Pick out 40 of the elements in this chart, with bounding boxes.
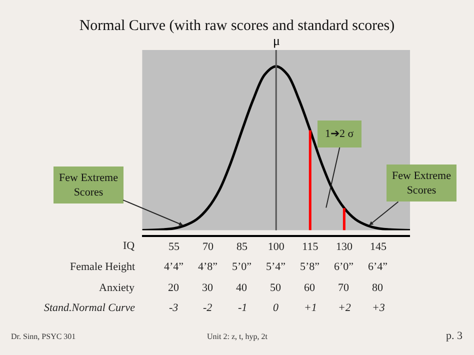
text: 80 <box>372 282 384 294</box>
text: 4’4” <box>164 261 184 273</box>
text: +1 <box>304 302 317 314</box>
text: -3 <box>169 302 179 314</box>
text: Anxiety <box>99 282 135 294</box>
ref-line-label: μ <box>273 33 280 48</box>
text: Dr. Sinn, PSYC 301 <box>11 332 76 341</box>
text: -1 <box>238 302 248 314</box>
text: 4’8” <box>198 261 218 273</box>
chart-title: Normal Curve (with raw scores and standard scores) <box>79 18 395 34</box>
x-tick-label: 85 <box>236 241 248 254</box>
text: 5’0” <box>232 261 252 273</box>
text: 70 <box>338 282 350 294</box>
text: +2 <box>338 302 352 314</box>
x-tick-label: 130 <box>336 241 353 254</box>
x-axis-title: IQ <box>123 240 135 252</box>
x-tick-label: 100 <box>268 241 285 254</box>
text: 20 <box>168 282 180 294</box>
text: 6’4” <box>368 261 388 273</box>
x-tick-label: 55 <box>168 241 180 254</box>
annotation: Few Extreme Scores <box>392 170 452 196</box>
annotation: 1➔2 σ <box>325 128 354 140</box>
text: p. 3 <box>446 330 463 342</box>
text: -2 <box>203 302 213 314</box>
text: 0 <box>273 302 279 314</box>
text: 50 <box>270 282 282 294</box>
text: Unit 2: z, t, hyp, 2t <box>207 332 268 341</box>
text: 5’4” <box>266 261 286 273</box>
text: Female Height <box>70 261 136 273</box>
text: 60 <box>304 282 316 294</box>
x-tick-label: 115 <box>302 241 319 254</box>
text: +3 <box>372 302 386 314</box>
text: 30 <box>202 282 214 294</box>
text: Stand.Normal Curve <box>44 302 136 314</box>
text: 40 <box>236 282 248 294</box>
text: 6’0” <box>334 261 354 273</box>
annotation: Few Extreme Scores <box>59 172 118 198</box>
text: 5’8” <box>300 261 320 273</box>
x-tick-label: 145 <box>370 241 387 254</box>
x-tick-label: 70 <box>202 241 214 254</box>
